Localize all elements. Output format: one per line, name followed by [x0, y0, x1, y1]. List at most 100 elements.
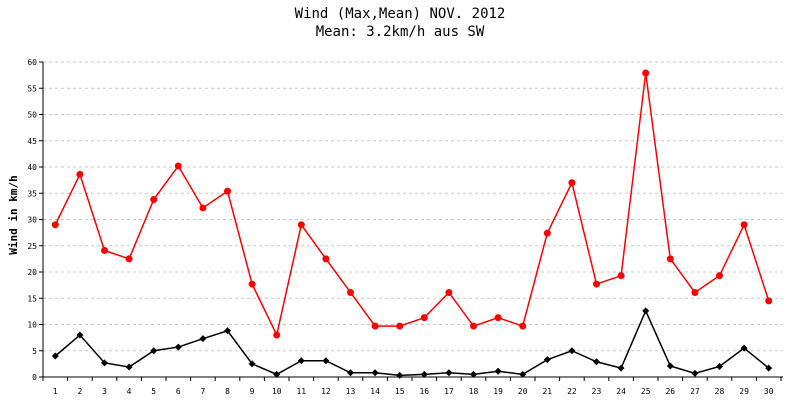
data-point: [420, 314, 428, 322]
data-point: [224, 327, 231, 335]
x-tick-label: 15: [395, 387, 405, 396]
x-tick-label: 25: [641, 387, 651, 396]
data-point: [420, 370, 428, 378]
data-point: [199, 204, 207, 212]
data-point: [174, 162, 182, 170]
data-point: [224, 187, 231, 195]
data-point: [273, 331, 281, 339]
x-tick-label: 14: [370, 387, 380, 396]
data-point: [593, 358, 600, 366]
data-point: [642, 69, 650, 77]
data-point: [76, 170, 84, 178]
x-tick-label: 29: [739, 387, 749, 396]
x-tick-label: 20: [518, 387, 528, 396]
data-point: [125, 363, 133, 371]
y-tick-label: 10: [27, 321, 37, 330]
x-tick-label: 7: [200, 387, 205, 396]
grid-lines: [43, 61, 783, 352]
y-tick-label: 55: [27, 84, 37, 93]
data-point: [543, 356, 551, 364]
data-point: [470, 370, 477, 378]
x-tick-label: 8: [225, 387, 230, 396]
data-point: [248, 360, 256, 368]
data-point: [445, 369, 453, 377]
x-tick-label: 3: [102, 387, 107, 396]
data-point: [371, 369, 379, 377]
x-tick-label: 19: [493, 387, 503, 396]
data-point: [691, 288, 699, 296]
x-tick-label: 28: [715, 387, 725, 396]
data-point: [617, 364, 625, 372]
series-0: [51, 69, 773, 339]
x-tick-label: 24: [616, 387, 626, 396]
data-point: [642, 307, 650, 315]
series-line: [54, 308, 770, 377]
data-point: [101, 246, 108, 254]
data-point: [347, 288, 354, 296]
x-tick-label: 26: [665, 387, 675, 396]
data-point: [519, 370, 527, 378]
data-point: [543, 229, 551, 237]
x-tick-label: 22: [567, 387, 577, 396]
data-point: [765, 364, 773, 372]
x-tick-label: 18: [469, 387, 479, 396]
data-point: [470, 322, 477, 330]
data-point: [740, 221, 748, 229]
y-tick-label: 25: [27, 242, 37, 251]
y-axis-label: Wind in km/h: [7, 175, 20, 254]
y-tick-label: 35: [27, 189, 37, 198]
data-point: [593, 280, 600, 288]
y-tick-label: 5: [32, 347, 37, 356]
data-point: [371, 322, 379, 330]
data-point: [248, 280, 256, 288]
data-point: [445, 288, 453, 296]
data-point: [199, 335, 207, 343]
data-point: [568, 347, 576, 355]
data-point: [716, 272, 723, 280]
data-point: [51, 221, 59, 229]
x-tick-label: 27: [690, 387, 700, 396]
data-point: [297, 357, 305, 365]
data-point: [51, 352, 59, 360]
x-tick-label: 9: [250, 387, 255, 396]
data-point: [494, 367, 502, 375]
y-tick-label: 0: [32, 373, 37, 382]
data-point: [494, 314, 502, 322]
data-point: [150, 347, 158, 355]
data-point: [322, 357, 330, 365]
x-tick-label: 11: [296, 387, 306, 396]
series-1: [51, 307, 773, 379]
x-tick-label: 6: [176, 387, 181, 396]
y-tick-label: 40: [27, 163, 37, 172]
chart-subtitle: Mean: 3.2km/h aus SW: [316, 24, 485, 40]
data-point: [322, 255, 330, 263]
x-tick-label: 5: [151, 387, 156, 396]
x-tick-label: 17: [444, 387, 454, 396]
y-tick-label: 45: [27, 137, 37, 146]
series-line: [54, 72, 770, 338]
data-point: [273, 370, 281, 378]
data-point: [666, 362, 674, 370]
data-point: [740, 344, 748, 352]
data-point: [174, 343, 182, 351]
data-point: [125, 255, 133, 263]
x-tick-label: 10: [272, 387, 282, 396]
data-point: [101, 359, 108, 367]
x-tick-label: 4: [127, 387, 132, 396]
x-tick-label: 12: [321, 387, 331, 396]
x-tick-label: 13: [346, 387, 356, 396]
x-tick-label: 30: [764, 387, 774, 396]
y-tick-label: 20: [27, 268, 37, 277]
y-tick-label: 50: [27, 111, 37, 120]
x-tick-label: 2: [77, 387, 82, 396]
x-tick-label: 23: [592, 387, 602, 396]
x-tick-label: 21: [542, 387, 552, 396]
x-tick-label: 1: [53, 387, 58, 396]
data-point: [568, 179, 576, 187]
data-point: [150, 196, 158, 204]
data-point: [691, 369, 699, 377]
data-point: [617, 272, 625, 280]
data-point: [396, 322, 404, 330]
